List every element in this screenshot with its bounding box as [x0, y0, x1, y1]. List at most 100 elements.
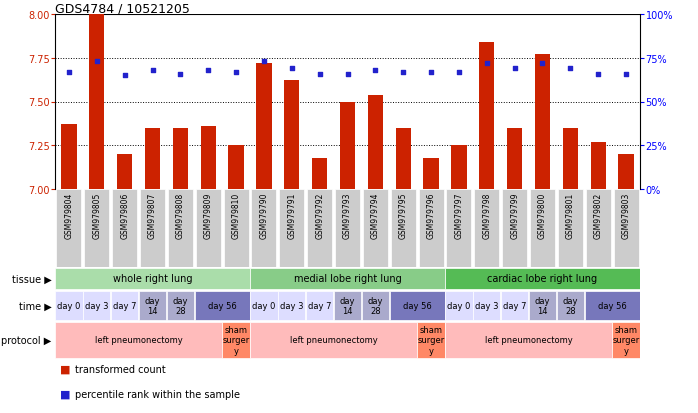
Bar — [84, 190, 110, 267]
Point — [202, 67, 214, 74]
Bar — [501, 291, 528, 320]
Bar — [57, 190, 82, 267]
Text: GSM979790: GSM979790 — [260, 192, 269, 238]
Bar — [117, 154, 133, 190]
Bar — [612, 323, 640, 358]
Text: GSM979798: GSM979798 — [482, 192, 491, 238]
Text: day 7: day 7 — [308, 301, 332, 310]
Bar — [172, 128, 188, 190]
Bar — [396, 128, 411, 190]
Point — [286, 66, 297, 72]
Bar — [168, 190, 193, 267]
Bar — [389, 291, 445, 320]
Bar — [223, 323, 250, 358]
Text: GSM979797: GSM979797 — [454, 192, 463, 238]
Text: GSM979807: GSM979807 — [148, 192, 157, 238]
Text: transformed count: transformed count — [75, 364, 166, 374]
Text: GSM979810: GSM979810 — [232, 192, 241, 238]
Bar — [340, 102, 355, 190]
Text: GDS4784 / 10521205: GDS4784 / 10521205 — [55, 2, 190, 15]
Bar — [391, 190, 416, 267]
Text: day 3: day 3 — [475, 301, 498, 310]
Text: protocol ▶: protocol ▶ — [1, 335, 52, 345]
Bar — [83, 291, 110, 320]
Bar — [89, 15, 105, 190]
Point — [537, 61, 548, 67]
Text: GSM979800: GSM979800 — [538, 192, 547, 238]
Bar — [445, 268, 640, 290]
Bar — [424, 158, 439, 190]
Text: cardiac lobe right lung: cardiac lobe right lung — [487, 274, 597, 284]
Bar — [558, 190, 583, 267]
Text: day 0: day 0 — [252, 301, 276, 310]
Text: GSM979796: GSM979796 — [426, 192, 436, 238]
Point — [509, 66, 520, 72]
Point — [565, 66, 576, 72]
Text: GSM979794: GSM979794 — [371, 192, 380, 238]
Bar — [447, 190, 471, 267]
Point — [230, 69, 242, 76]
Point — [426, 69, 437, 76]
Bar — [502, 190, 527, 267]
Text: left pneumonectomy: left pneumonectomy — [95, 336, 182, 345]
Bar — [307, 190, 332, 267]
Point — [119, 73, 131, 79]
Bar — [419, 190, 444, 267]
Point — [147, 67, 158, 74]
Text: ■: ■ — [60, 389, 70, 399]
Bar — [452, 146, 466, 190]
Text: GSM979793: GSM979793 — [343, 192, 352, 238]
Bar — [55, 323, 222, 358]
Bar — [334, 291, 361, 320]
Text: day 56: day 56 — [208, 301, 237, 310]
Text: whole right lung: whole right lung — [113, 274, 192, 284]
Text: tissue ▶: tissue ▶ — [12, 274, 52, 284]
Bar — [251, 190, 276, 267]
Text: day 56: day 56 — [403, 301, 431, 310]
Text: day
14: day 14 — [340, 296, 355, 316]
Text: left pneumonectomy: left pneumonectomy — [484, 336, 572, 345]
Bar — [507, 128, 522, 190]
Bar — [614, 190, 639, 267]
Point — [91, 59, 103, 65]
Text: left pneumonectomy: left pneumonectomy — [290, 336, 378, 345]
Text: day 0: day 0 — [57, 301, 80, 310]
Text: GSM979795: GSM979795 — [399, 192, 408, 238]
Text: GSM979801: GSM979801 — [566, 192, 575, 238]
Text: day
28: day 28 — [563, 296, 578, 316]
Bar — [584, 291, 640, 320]
Text: GSM979792: GSM979792 — [315, 192, 324, 238]
Bar — [530, 190, 555, 267]
Bar — [586, 190, 611, 267]
Text: sham
surger
y: sham surger y — [223, 325, 250, 355]
Text: GSM979799: GSM979799 — [510, 192, 519, 238]
Text: day
28: day 28 — [172, 296, 188, 316]
Bar — [445, 291, 473, 320]
Bar — [251, 291, 278, 320]
Bar — [145, 128, 160, 190]
Point — [314, 71, 325, 78]
Bar — [140, 190, 165, 267]
Text: GSM979809: GSM979809 — [204, 192, 213, 238]
Text: day
28: day 28 — [368, 296, 383, 316]
Bar — [368, 95, 383, 190]
Text: day
14: day 14 — [535, 296, 550, 316]
Bar — [591, 142, 606, 190]
Bar — [306, 291, 333, 320]
Point — [398, 69, 409, 76]
Bar — [279, 190, 304, 267]
Point — [370, 67, 381, 74]
Bar — [479, 43, 494, 190]
Text: day 7: day 7 — [113, 301, 136, 310]
Point — [453, 69, 464, 76]
Text: day 56: day 56 — [597, 301, 627, 310]
Text: sham
surger
y: sham surger y — [417, 325, 445, 355]
Bar — [618, 154, 634, 190]
Text: GSM979804: GSM979804 — [64, 192, 73, 238]
Text: GSM979805: GSM979805 — [92, 192, 101, 238]
Text: day 3: day 3 — [85, 301, 108, 310]
Bar — [363, 190, 388, 267]
Bar — [112, 190, 138, 267]
Text: GSM979803: GSM979803 — [622, 192, 630, 238]
Text: day 3: day 3 — [280, 301, 304, 310]
